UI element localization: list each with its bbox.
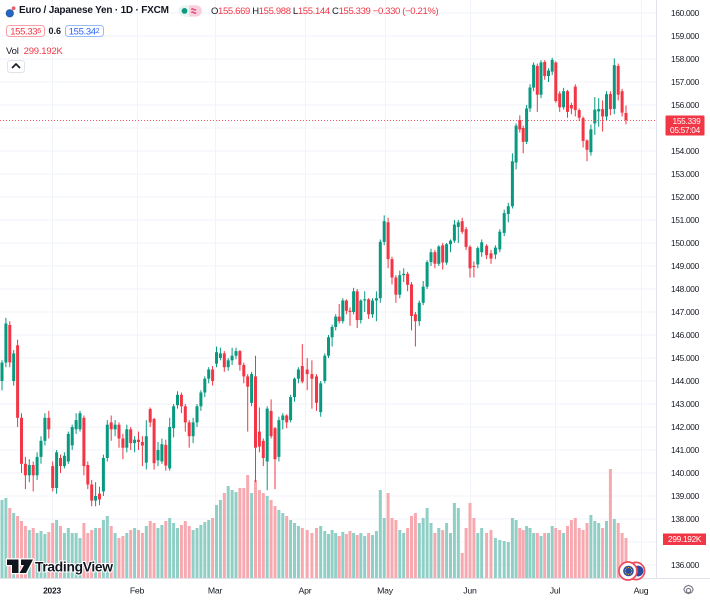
svg-text:145.000: 145.000 <box>671 353 700 363</box>
svg-text:2023: 2023 <box>43 586 61 596</box>
svg-text:149.000: 149.000 <box>671 261 700 271</box>
svg-text:Jul: Jul <box>550 586 561 596</box>
svg-text:141.000: 141.000 <box>671 445 700 455</box>
svg-text:142.000: 142.000 <box>671 422 700 432</box>
svg-text:156.000: 156.000 <box>671 100 700 110</box>
svg-text:159.000: 159.000 <box>671 31 700 41</box>
svg-text:158.000: 158.000 <box>671 54 700 64</box>
svg-text:TradingView: TradingView <box>35 560 113 575</box>
svg-text:138.000: 138.000 <box>671 514 700 524</box>
svg-text:Aug: Aug <box>634 586 649 596</box>
svg-text:Apr: Apr <box>299 586 312 596</box>
svg-text:160.000: 160.000 <box>671 8 700 18</box>
svg-text:139.000: 139.000 <box>671 491 700 501</box>
svg-text:May: May <box>377 586 394 596</box>
svg-text:05:57:04: 05:57:04 <box>670 125 701 135</box>
svg-text:Mar: Mar <box>208 586 223 596</box>
svg-text:153.000: 153.000 <box>671 169 700 179</box>
svg-text:148.000: 148.000 <box>671 284 700 294</box>
svg-text:143.000: 143.000 <box>671 399 700 409</box>
svg-text:150.000: 150.000 <box>671 238 700 248</box>
svg-text:140.000: 140.000 <box>671 468 700 478</box>
svg-text:146.000: 146.000 <box>671 330 700 340</box>
svg-text:147.000: 147.000 <box>671 307 700 317</box>
svg-text:151.000: 151.000 <box>671 215 700 225</box>
svg-text:Feb: Feb <box>130 586 145 596</box>
svg-text:157.000: 157.000 <box>671 77 700 87</box>
svg-text:152.000: 152.000 <box>671 192 700 202</box>
svg-text:154.000: 154.000 <box>671 146 700 156</box>
svg-text:Jun: Jun <box>463 586 477 596</box>
svg-text:136.000: 136.000 <box>671 560 700 570</box>
svg-text:144.000: 144.000 <box>671 376 700 386</box>
svg-text:299.192K: 299.192K <box>668 534 702 544</box>
svg-text:155.339: 155.339 <box>673 116 702 126</box>
